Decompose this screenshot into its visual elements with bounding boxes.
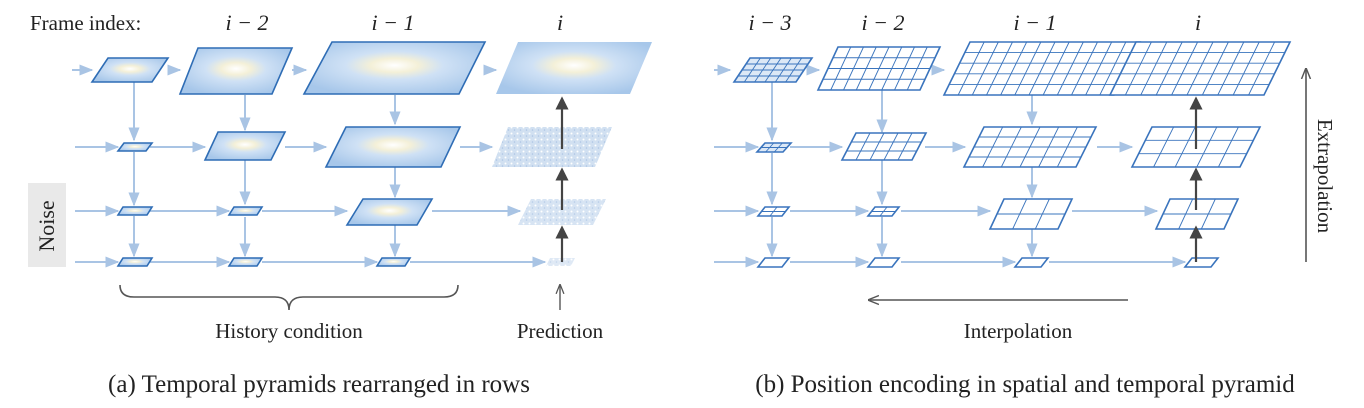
frame-thumb-icon (302, 41, 487, 95)
col-label-a-1: i − 2 (226, 10, 269, 35)
flow-arrows-a (72, 64, 547, 268)
frame-thumb-icon (227, 257, 264, 267)
frame-prediction-icon (496, 42, 652, 94)
grids-b (732, 41, 1292, 268)
frame-thumb-icon (203, 131, 287, 161)
frame-thumb-icon (227, 206, 264, 216)
frame-noisy-icon (518, 199, 606, 225)
grid-latent-icon (840, 132, 928, 161)
prediction-label: Prediction (517, 319, 604, 343)
frame-thumb-icon (90, 57, 170, 83)
grid-latent-icon (988, 198, 1074, 230)
grid-latent-icon (1013, 257, 1050, 268)
frame-thumb-icon (178, 47, 294, 95)
panel-b: i − 3 i − 2 i − 1 i (714, 10, 1337, 398)
panel-a: Frame index: i − 2 i − 1 i Noise (28, 10, 652, 398)
caption-b: (b) Position encoding in spatial and tem… (755, 371, 1295, 398)
grid-latent-icon (756, 257, 791, 268)
grid-latent-icon (1183, 257, 1220, 268)
frame-noisy-icon (492, 127, 612, 167)
frame-thumb-icon (324, 126, 462, 168)
frame-thumb-icon (375, 257, 412, 267)
noise-label: Noise (34, 200, 59, 251)
col-label-b-2: i − 2 (862, 10, 905, 35)
noise-bar (28, 183, 66, 267)
frame-index-label: Frame index: (30, 11, 141, 35)
grid-latent-icon (866, 206, 901, 217)
grid-latent-icon (1108, 41, 1292, 96)
frame-thumb-icon (116, 142, 154, 152)
flow-arrows-b (714, 64, 1187, 268)
col-label-b-3: i − 1 (1014, 10, 1057, 35)
frame-thumb-icon (116, 206, 154, 216)
grid-latent-icon (962, 126, 1098, 168)
frame-thumb-icon (345, 198, 434, 226)
extrapolation-label: Extrapolation (1313, 119, 1337, 234)
history-brace (119, 284, 459, 311)
col-label-a-3: i (557, 10, 563, 35)
caption-a: (a) Temporal pyramids rearranged in rows (108, 371, 530, 398)
grid-latent-icon (755, 142, 793, 153)
grid-latent-icon (756, 206, 791, 217)
frames-a (90, 41, 652, 267)
col-label-b-1: i − 3 (749, 10, 792, 35)
grid-latent-icon (732, 57, 814, 83)
col-label-b-4: i (1195, 10, 1201, 35)
grid-latent-icon (816, 46, 942, 91)
grid-latent-icon (942, 41, 1142, 96)
history-label: History condition (215, 319, 363, 343)
col-label-a-2: i − 1 (372, 10, 415, 35)
grid-latent-icon (866, 257, 901, 268)
grid-latent-icon (1154, 198, 1240, 230)
frame-thumb-icon (116, 257, 154, 267)
interpolation-label: Interpolation (964, 319, 1073, 343)
frame-noisy-icon (546, 258, 575, 266)
